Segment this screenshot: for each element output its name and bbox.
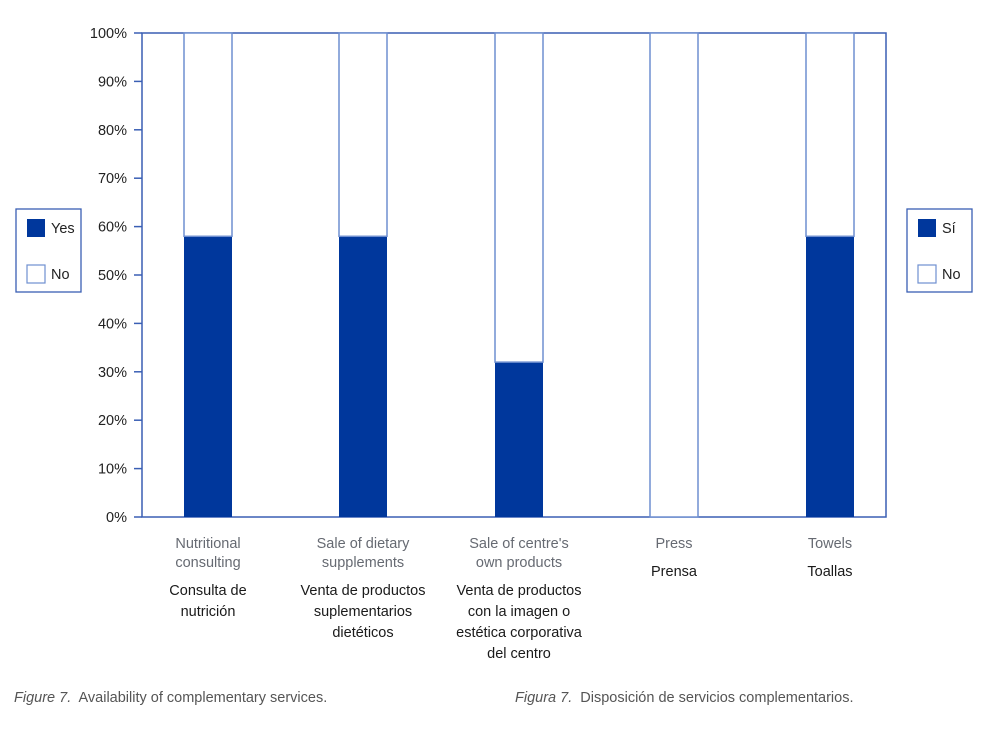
bar-no-0 — [183, 32, 233, 238]
x-label-spanish: nutrición — [181, 604, 236, 620]
x-label-english: Nutritional — [175, 536, 240, 552]
y-tick-label: 50% — [98, 268, 127, 284]
y-tick-label: 70% — [98, 171, 127, 187]
x-label-english: Sale of dietary — [317, 536, 410, 552]
bar-yes-0 — [184, 236, 232, 517]
legend-swatch-no — [26, 264, 46, 284]
caption-spanish: Figura 7. Disposición de servicios compl… — [515, 690, 854, 706]
caption-english-text: Availability of complementary services. — [78, 690, 328, 706]
stacked-bar-chart: 0% 10% 20% 30% 40% 50% 60% 70% 80% 90% 100% Nutrit… — [15, 26, 973, 662]
x-label-english: Press — [655, 536, 692, 552]
x-label-english: own products — [476, 555, 562, 571]
legend-swatch-yes — [918, 219, 936, 237]
x-label-spanish: con la imagen o — [468, 604, 570, 620]
x-label-spanish: suplementarios — [314, 604, 412, 620]
legend-label: No — [942, 267, 961, 283]
bar-no-4 — [805, 32, 855, 238]
x-label-spanish: Consulta de — [169, 583, 246, 599]
x-label-spanish: Toallas — [807, 564, 852, 580]
legend-label: No — [51, 267, 70, 283]
x-label-english: consulting — [175, 555, 240, 571]
legend-label: Yes — [51, 221, 75, 237]
caption-spanish-text: Disposición de servicios complementarios… — [580, 690, 854, 706]
y-tick-label: 100% — [90, 26, 127, 42]
y-axis: 0% 10% 20% 30% 40% 50% 60% 70% 80% 90% 100% — [90, 26, 142, 526]
x-label-spanish: Prensa — [651, 564, 698, 580]
x-label-spanish: dietéticos — [332, 625, 393, 641]
x-label-english: supplements — [322, 555, 404, 571]
bar-yes-4 — [806, 236, 854, 517]
y-tick-label: 90% — [98, 74, 127, 90]
y-tick-label: 40% — [98, 316, 127, 332]
legend-spanish: Sí No — [906, 208, 973, 293]
x-label-english: Sale of centre's — [469, 536, 569, 552]
x-label-spanish: estética corporativa — [456, 625, 583, 641]
legend-swatch-yes — [27, 219, 45, 237]
caption-english-label: Figure 7. — [14, 690, 72, 706]
bar-no-2 — [494, 32, 544, 363]
legend-english: Yes No — [15, 208, 82, 293]
y-tick-label: 10% — [98, 462, 127, 478]
bar-yes-2 — [495, 362, 543, 517]
y-tick-label: 80% — [98, 123, 127, 139]
bars — [183, 32, 855, 518]
bar-no-1 — [338, 32, 388, 238]
caption-spanish-label: Figura 7. — [515, 690, 573, 706]
legend-label: Sí — [942, 221, 956, 237]
x-label-spanish: del centro — [487, 646, 551, 662]
y-tick-label: 20% — [98, 413, 127, 429]
y-tick-label: 0% — [106, 510, 127, 526]
x-label-english: Towels — [808, 536, 852, 552]
caption-english: Figure 7. Availability of complementary … — [14, 690, 327, 706]
y-tick-label: 30% — [98, 365, 127, 381]
x-axis-labels: Nutritional consulting Consulta de nutrició… — [169, 536, 852, 662]
bar-no-3 — [649, 32, 699, 518]
legend-box — [906, 208, 973, 293]
x-label-spanish: Venta de productos — [301, 583, 426, 599]
y-tick-label: 60% — [98, 220, 127, 236]
x-label-spanish: Venta de productos — [457, 583, 582, 599]
bar-yes-1 — [339, 236, 387, 517]
legend-swatch-no — [917, 264, 937, 284]
